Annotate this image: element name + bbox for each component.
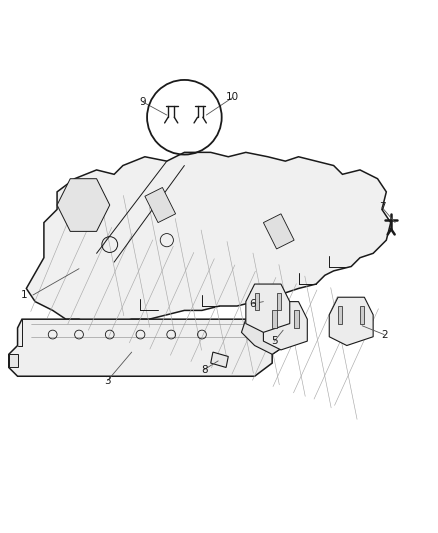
Polygon shape	[241, 319, 285, 354]
Text: 10: 10	[226, 93, 239, 102]
Polygon shape	[254, 293, 258, 310]
Polygon shape	[9, 319, 285, 376]
Text: 1: 1	[21, 290, 28, 300]
Text: 3: 3	[104, 376, 111, 386]
Polygon shape	[272, 310, 276, 328]
Text: 2: 2	[380, 329, 387, 340]
Text: 7: 7	[378, 202, 385, 212]
Text: 6: 6	[248, 299, 255, 309]
Polygon shape	[337, 306, 342, 324]
Polygon shape	[359, 306, 364, 324]
Polygon shape	[263, 302, 307, 350]
Polygon shape	[328, 297, 372, 345]
Polygon shape	[263, 214, 293, 249]
Polygon shape	[9, 354, 18, 367]
Polygon shape	[276, 293, 280, 310]
Text: 5: 5	[270, 336, 277, 346]
Polygon shape	[26, 152, 390, 328]
Polygon shape	[57, 179, 110, 231]
Text: 8: 8	[200, 365, 207, 375]
Polygon shape	[245, 284, 289, 333]
Polygon shape	[293, 310, 298, 328]
Polygon shape	[145, 188, 175, 223]
Text: 9: 9	[139, 97, 146, 107]
Polygon shape	[210, 352, 228, 367]
